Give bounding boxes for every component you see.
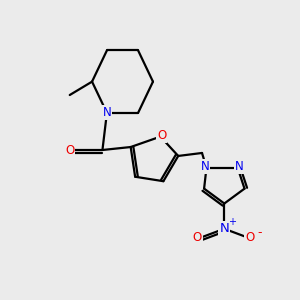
Text: O: O <box>65 143 74 157</box>
Text: N: N <box>235 160 244 173</box>
Text: -: - <box>257 226 262 239</box>
Text: N: N <box>201 160 209 173</box>
Text: N: N <box>103 106 111 119</box>
Text: O: O <box>245 231 254 244</box>
Text: +: + <box>228 217 236 227</box>
Text: N: N <box>219 222 229 235</box>
Text: O: O <box>192 231 202 244</box>
Text: O: O <box>157 129 167 142</box>
